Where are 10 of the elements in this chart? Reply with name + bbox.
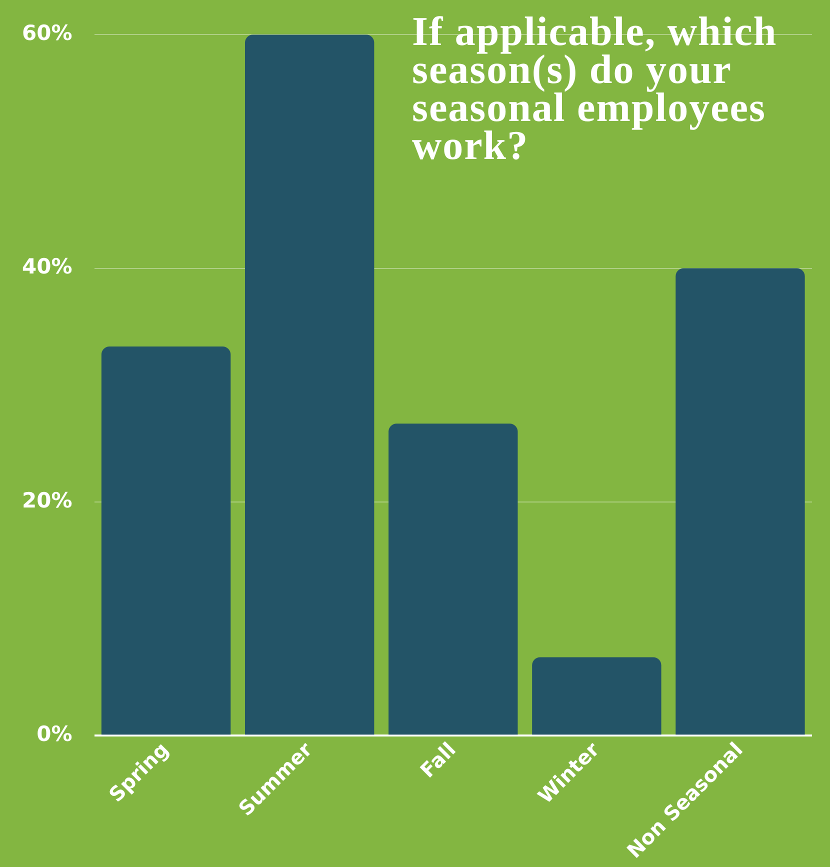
y-tick-label: 60% bbox=[22, 21, 72, 46]
text: If applicable, which season(s) do your seasonal employees work? bbox=[412, 8, 778, 168]
bar bbox=[244, 34, 374, 735]
bar bbox=[101, 346, 231, 735]
bar bbox=[532, 657, 662, 735]
y-tick-label: 0% bbox=[36, 722, 72, 746]
y-tick-label: 40% bbox=[22, 254, 72, 279]
y-tick-label: 20% bbox=[22, 488, 72, 512]
bar bbox=[676, 268, 805, 735]
bar bbox=[388, 424, 518, 735]
